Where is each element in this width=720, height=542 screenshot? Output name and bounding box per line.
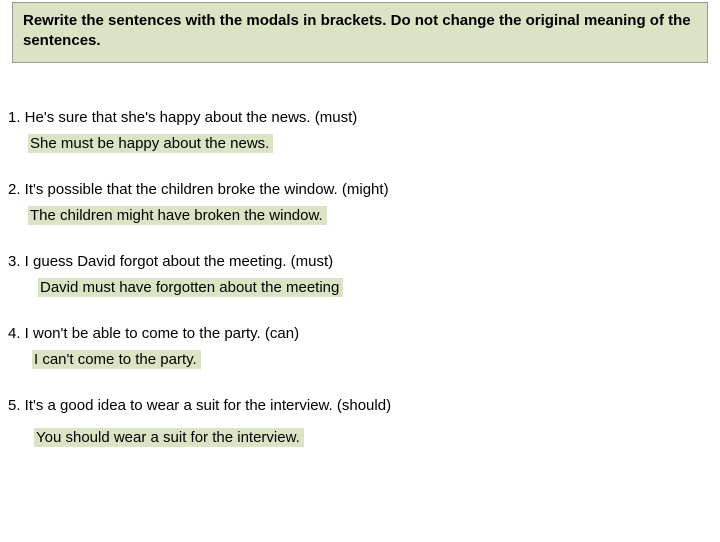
question-1: 1. He's sure that she's happy about the …: [8, 109, 712, 126]
question-5: 5. It's a good idea to wear a suit for t…: [8, 397, 712, 414]
instruction-text: Rewrite the sentences with the modals in…: [23, 11, 697, 52]
question-4: 4. I won't be able to come to the party.…: [8, 325, 712, 342]
answer-5: You should wear a suit for the interview…: [34, 428, 304, 447]
answer-2: The children might have broken the windo…: [28, 206, 327, 225]
exercise-content: 1. He's sure that she's happy about the …: [0, 109, 720, 447]
question-3: 3. I guess David forgot about the meetin…: [8, 253, 712, 270]
answer-1: She must be happy about the news.: [28, 134, 273, 153]
question-2: 2. It's possible that the children broke…: [8, 181, 712, 198]
instruction-box: Rewrite the sentences with the modals in…: [12, 2, 708, 63]
answer-4: I can't come to the party.: [32, 350, 201, 369]
answer-3: David must have forgotten about the meet…: [38, 278, 343, 297]
